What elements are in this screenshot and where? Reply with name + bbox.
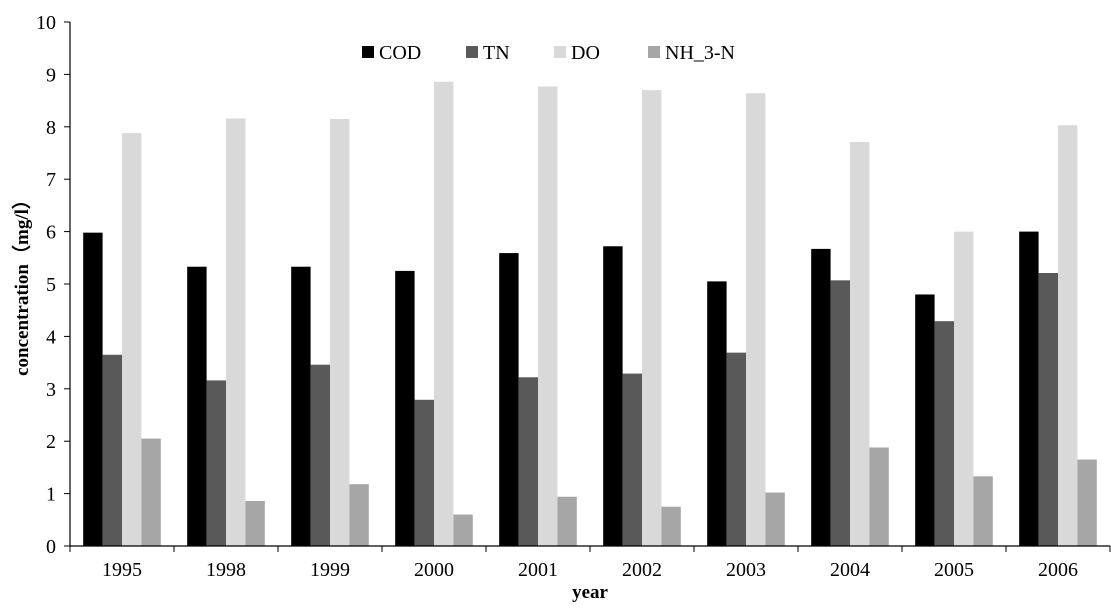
y-tick-label: 8 [46,117,56,139]
x-tick-label: 2000 [414,559,454,581]
bar-cod-2003 [707,281,727,546]
bar-cod-2002 [603,246,623,546]
legend-label: NH_3-N [665,42,735,64]
y-axis-label: concentration（mg/l） [10,190,33,376]
bar-cod-1998 [187,266,207,546]
bar-tn-2003 [726,352,746,546]
bar-do-2004 [850,142,870,546]
x-tick-label: 2002 [622,559,662,581]
tick-labels: 1995 1998 1999 2000 2001 2002 2003 2004 2005 2006… [36,12,1078,581]
bar-nh-3-n-1999 [349,484,369,546]
bar-do-2005 [954,231,974,546]
legend-swatch-nh-3-n [648,46,660,58]
bar-cod-2001 [499,253,519,546]
axes [64,21,1111,552]
y-tick-label: 3 [46,379,56,401]
bar-tn-1995 [102,354,122,546]
bar-nh-3-n-2001 [557,496,577,546]
legend-swatch-tn [466,46,478,58]
bar-do-2002 [642,90,662,547]
y-tick-label: 2 [46,431,56,453]
bar-do-2000 [434,81,454,547]
x-tick-label: 1995 [102,559,142,581]
x-tick-label: 2005 [934,559,974,581]
bar-tn-2001 [518,377,538,546]
x-tick-label: 2003 [726,559,766,581]
bar-cod-1995 [83,232,103,546]
y-tick-label: 6 [46,222,56,244]
bar-do-1995 [122,133,142,546]
bar-cod-2006 [1019,231,1039,546]
x-tick-label: 2001 [518,559,558,581]
bar-nh-3-n-2002 [661,506,681,546]
bar-do-2006 [1058,125,1078,546]
bar-do-1999 [330,118,350,546]
bar-nh-3-n-2006 [1077,459,1097,546]
bar-nh-3-n-2004 [869,447,889,546]
x-axis-label: year [572,582,608,603]
x-tick-label: 1999 [310,559,350,581]
x-tick-label: 1998 [206,559,246,581]
bar-nh-3-n-1995 [141,438,161,546]
bar-nh-3-n-2000 [453,514,473,546]
x-tick-label: 2006 [1038,559,1078,581]
legend-label: DO [571,42,600,64]
legend-swatch-do [554,46,566,58]
bar-do-2001 [538,86,558,546]
bar-tn-1998 [206,380,226,546]
y-tick-label: 9 [46,64,56,86]
y-tick-label: 7 [46,169,56,191]
bar-cod-2004 [811,248,831,546]
y-tick-label: 4 [46,326,56,348]
bar-tn-2002 [622,373,642,546]
bar-tn-2005 [934,321,954,546]
y-tick-label: 1 [46,484,56,506]
bar-nh-3-n-1998 [245,500,265,546]
bar-nh-3-n-2003 [765,492,785,546]
legend-swatch-cod [362,46,374,58]
bar-tn-2000 [414,399,434,546]
bar-tn-2006 [1038,273,1058,546]
bar-do-1998 [226,118,246,547]
bar-cod-2000 [395,270,415,546]
y-tick-label: 0 [46,536,56,558]
bar-cod-2005 [915,294,935,546]
y-tick-label: 10 [36,12,56,34]
bar-nh-3-n-2005 [973,476,993,546]
y-tick-label: 5 [46,274,56,296]
bar-tn-1999 [310,364,330,546]
bar-tn-2004 [830,280,850,546]
legend: COD TN DO NH_3-N [362,42,735,64]
bar-cod-1999 [291,266,311,546]
x-tick-label: 2004 [830,559,870,581]
bars [83,81,1097,547]
bar-do-2003 [746,93,766,546]
legend-label: TN [483,42,510,64]
legend-label: COD [379,42,421,64]
